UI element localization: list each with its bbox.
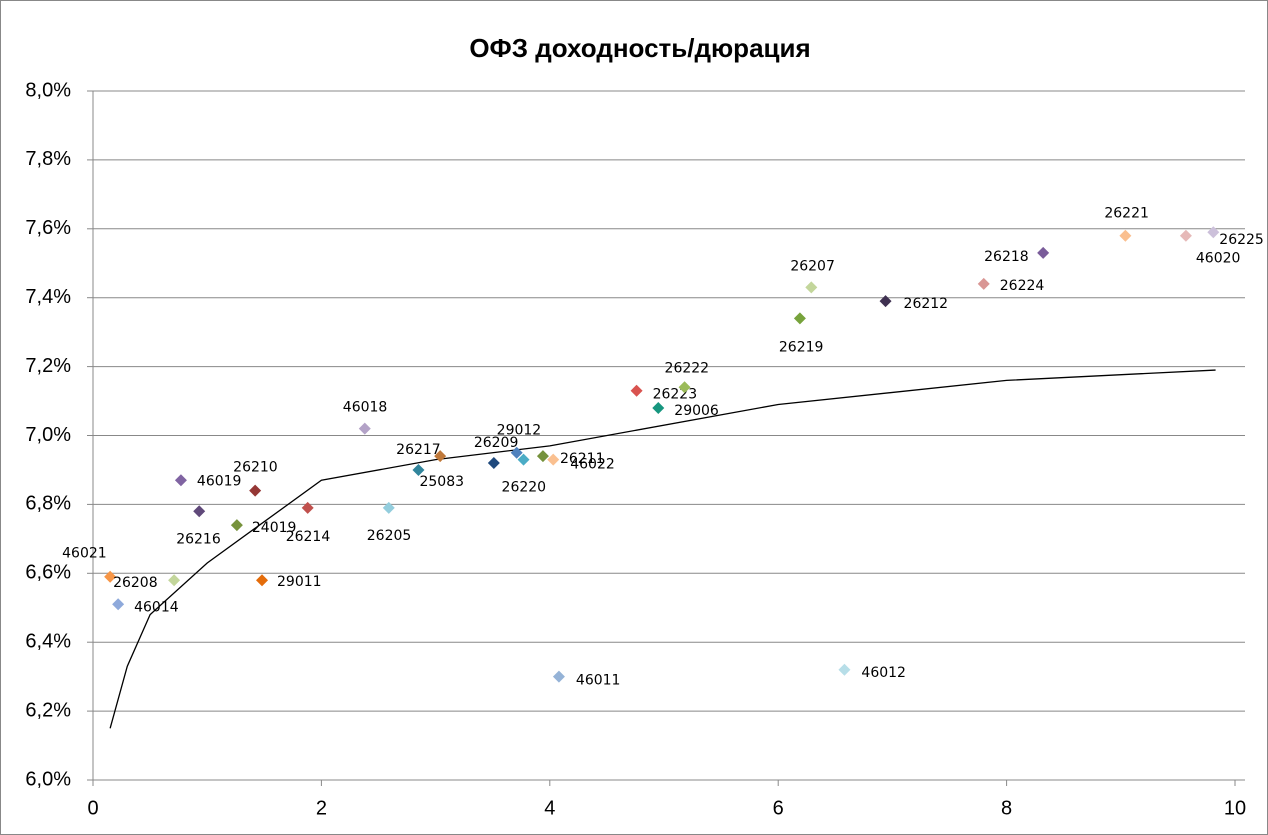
point-label: 46018 <box>343 400 388 416</box>
point-label: 26224 <box>1000 278 1045 294</box>
point <box>630 384 643 397</box>
point-label: 26211 <box>560 451 605 467</box>
point <box>1207 226 1220 239</box>
y-tick-label: 7,6% <box>25 217 71 239</box>
point-label: 24019 <box>252 520 297 536</box>
x-tick-label: 4 <box>544 797 555 819</box>
y-tick-label: 7,2% <box>25 355 71 377</box>
point-label: 46011 <box>576 673 621 689</box>
x-tick-label: 2 <box>316 797 327 819</box>
point <box>358 422 371 435</box>
x-tick-label: 10 <box>1224 797 1246 819</box>
point <box>517 453 530 466</box>
point <box>838 663 851 676</box>
point-label: 25083 <box>419 474 464 490</box>
point <box>652 401 665 414</box>
point <box>879 295 892 308</box>
point <box>434 450 447 463</box>
point <box>977 277 990 290</box>
y-tick-label: 6,2% <box>25 699 71 721</box>
point <box>1179 229 1192 242</box>
y-tick-label: 7,8% <box>25 148 71 170</box>
point-label: 26219 <box>779 339 824 355</box>
point <box>487 457 500 470</box>
point <box>382 501 395 514</box>
point-label: 26208 <box>113 575 158 591</box>
x-tick-label: 0 <box>87 797 98 819</box>
point-label: 26214 <box>286 529 331 545</box>
point-label: 46020 <box>1196 251 1241 267</box>
point <box>112 598 125 611</box>
point <box>536 450 549 463</box>
point-label: 29012 <box>497 423 542 439</box>
point-label: 46022 <box>570 457 615 473</box>
point <box>249 484 262 497</box>
point <box>193 505 206 518</box>
point <box>678 381 691 394</box>
point <box>805 281 818 294</box>
chart-title: ОФЗ доходность/дюрация <box>469 33 810 63</box>
point-label: 26221 <box>1104 206 1149 222</box>
point-label: 26222 <box>665 360 710 376</box>
point <box>547 453 560 466</box>
point <box>168 574 181 587</box>
point-label: 26212 <box>904 296 949 312</box>
point-label: 26207 <box>790 258 835 274</box>
point-label: 26209 <box>474 435 519 451</box>
x-tick-label: 8 <box>1001 797 1012 819</box>
point <box>174 474 187 487</box>
point-label: 26225 <box>1219 232 1264 248</box>
point <box>793 312 806 325</box>
point <box>552 670 565 683</box>
point-label: 26210 <box>233 460 278 476</box>
point <box>1119 229 1132 242</box>
point-label: 26205 <box>367 528 412 544</box>
point-label: 29011 <box>277 574 322 590</box>
point-label: 46021 <box>62 546 107 562</box>
point-label: 46014 <box>134 599 179 615</box>
trendline <box>109 369 1216 729</box>
point-label: 26218 <box>984 249 1029 265</box>
point-label: 26216 <box>176 531 221 547</box>
point <box>412 463 425 476</box>
point <box>256 574 269 587</box>
point <box>510 446 523 459</box>
y-tick-label: 6,4% <box>25 630 71 652</box>
point <box>1037 246 1050 259</box>
point-label: 46019 <box>197 473 242 489</box>
y-tick-label: 8,0% <box>25 79 71 101</box>
point-label: 26217 <box>396 442 441 458</box>
point-label: 26223 <box>653 387 698 403</box>
point <box>301 501 314 514</box>
point-label: 26220 <box>502 480 547 496</box>
point <box>230 519 243 532</box>
point-label: 29006 <box>674 403 719 419</box>
y-tick-label: 6,8% <box>25 493 71 515</box>
y-tick-label: 6,0% <box>25 768 71 790</box>
y-tick-label: 6,6% <box>25 562 71 584</box>
y-tick-label: 7,4% <box>25 286 71 308</box>
point <box>104 570 117 583</box>
point-label: 46012 <box>861 665 906 681</box>
x-tick-label: 6 <box>773 797 784 819</box>
y-tick-label: 7,0% <box>25 424 71 446</box>
